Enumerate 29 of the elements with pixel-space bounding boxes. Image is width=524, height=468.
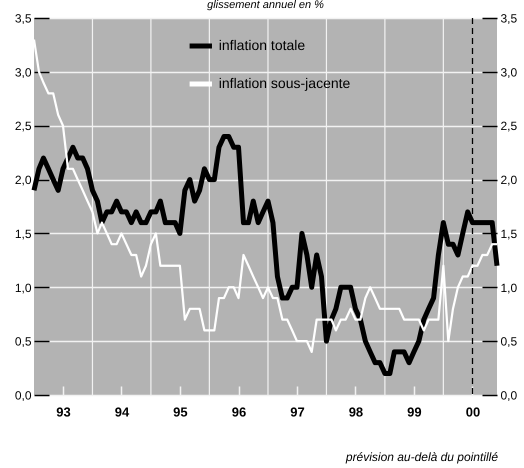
legend-label: inflation totale <box>218 37 306 53</box>
line-series <box>32 38 498 354</box>
x-tick-label: 94 <box>114 404 130 420</box>
x-tick-label: 96 <box>232 404 246 420</box>
y2-tick-label: 0,0 <box>500 388 518 402</box>
y-tick-label: 2,5 <box>14 119 32 134</box>
chart-subtitle: glissement annuel en % <box>207 0 324 11</box>
y-tick-label: 3,5 <box>14 12 32 26</box>
y2-tick-label: 1,5 <box>500 226 518 241</box>
x-tick-label: 97 <box>290 404 305 420</box>
y2-tick-label: 1,0 <box>500 280 518 295</box>
x-tick-label: 98 <box>348 404 364 420</box>
y-tick-label: 0,0 <box>14 388 32 402</box>
y-tick-label: 3,0 <box>14 65 32 80</box>
y-tick-label: 1,5 <box>14 226 32 241</box>
y2-tick-label: 2,0 <box>500 173 518 188</box>
x-tick-label: 99 <box>407 404 422 420</box>
text: prévision au-delà du pointillé <box>346 450 498 464</box>
x-tick-label: 93 <box>56 404 71 420</box>
y2-tick-label: 3,5 <box>500 12 518 26</box>
y-tick-label: 1,0 <box>14 280 32 295</box>
x-tick-label: 00 <box>466 404 480 420</box>
y2-tick-label: 2,5 <box>500 119 518 134</box>
y-tick-label: 0,5 <box>14 334 32 349</box>
y2-tick-label: 0,5 <box>500 334 518 349</box>
y-tick-label: 2,0 <box>14 173 32 188</box>
y2-tick-label: 3,0 <box>500 65 518 80</box>
x-tick-label: 95 <box>173 404 188 420</box>
legend-label: inflation sous-jacente <box>218 75 351 91</box>
